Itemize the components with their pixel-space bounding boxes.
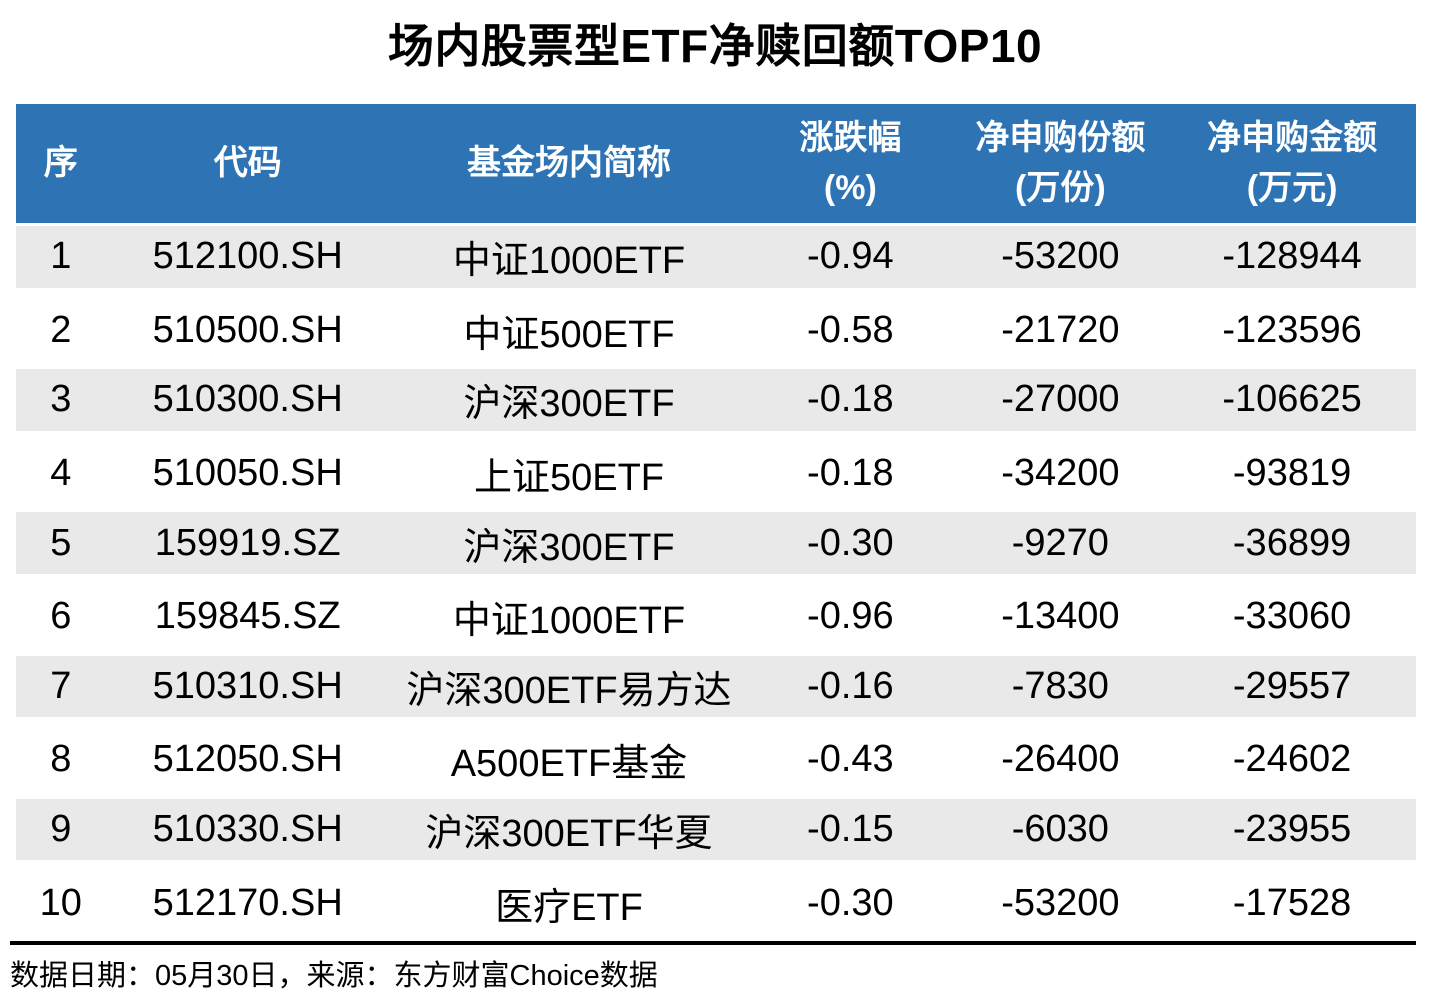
cell-fund-name: 沪深300ETF易方达 bbox=[389, 652, 749, 725]
cell-code: 510300.SH bbox=[105, 366, 390, 438]
cell-net-amount: -23955 bbox=[1168, 795, 1416, 868]
table-row: 5 159919.SZ 沪深300ETF -0.30 -9270 -36899 bbox=[16, 509, 1416, 581]
cell-fund-name: 中证1000ETF bbox=[389, 580, 749, 653]
cell-net-amount: -93819 bbox=[1168, 437, 1416, 510]
cell-change-pct: -0.15 bbox=[748, 795, 953, 868]
cell-change-pct: -0.94 bbox=[748, 223, 953, 295]
table-row: 9 510330.SH 沪深300ETF华夏 -0.15 -6030 -2395… bbox=[16, 795, 1416, 868]
cell-fund-name: 医疗ETF bbox=[389, 867, 749, 939]
cell-code: 512170.SH bbox=[105, 867, 390, 939]
cell-index: 6 bbox=[16, 580, 106, 653]
cell-net-shares: -26400 bbox=[952, 724, 1169, 796]
cell-fund-name: A500ETF基金 bbox=[389, 724, 749, 796]
cell-net-amount: -33060 bbox=[1168, 580, 1416, 653]
col-header-unit: (万份) bbox=[1015, 168, 1106, 207]
cell-net-shares: -21720 bbox=[952, 294, 1169, 367]
cell-index: 1 bbox=[16, 223, 106, 295]
col-header-unit: (%) bbox=[823, 168, 877, 207]
cell-net-shares: -6030 bbox=[952, 795, 1169, 868]
cell-index: 4 bbox=[16, 437, 106, 510]
cell-code: 510310.SH bbox=[105, 652, 390, 725]
cell-fund-name: 中证500ETF bbox=[389, 294, 749, 367]
cell-change-pct: -0.18 bbox=[748, 366, 953, 438]
col-header-label: 净申购份额 bbox=[975, 119, 1146, 158]
cell-change-pct: -0.43 bbox=[748, 724, 953, 796]
col-header-change-pct: 涨跌幅 (%) bbox=[748, 104, 953, 223]
page-title: 场内股票型ETF净赎回额TOP10 bbox=[387, 20, 1043, 72]
cell-code: 510330.SH bbox=[105, 795, 390, 868]
source-note: 数据日期：05月30日，来源：东方财富Choice数据 bbox=[10, 941, 1416, 994]
cell-change-pct: -0.96 bbox=[748, 580, 953, 653]
col-header-net-shares: 净申购份额 (万份) bbox=[952, 104, 1169, 223]
cell-net-shares: -7830 bbox=[952, 652, 1169, 725]
cell-index: 7 bbox=[16, 652, 106, 725]
table-row: 6 159845.SZ 中证1000ETF -0.96 -13400 -3306… bbox=[16, 580, 1416, 653]
cell-fund-name: 沪深300ETF bbox=[389, 509, 749, 581]
table-row: 4 510050.SH 上证50ETF -0.18 -34200 -93819 bbox=[16, 437, 1416, 510]
table-row: 10 512170.SH 医疗ETF -0.30 -53200 -17528 bbox=[16, 867, 1416, 939]
cell-fund-name: 沪深300ETF bbox=[389, 366, 749, 438]
cell-net-shares: -53200 bbox=[952, 867, 1169, 939]
cell-net-amount: -128944 bbox=[1168, 223, 1416, 295]
cell-index: 5 bbox=[16, 509, 106, 581]
cell-fund-name: 上证50ETF bbox=[389, 437, 749, 510]
col-header-label: 代码 bbox=[213, 143, 282, 182]
cell-fund-name: 沪深300ETF华夏 bbox=[389, 795, 749, 868]
col-header-label: 净申购金额 bbox=[1207, 119, 1378, 158]
etf-table-container: 序 代码 基金场内简称 涨跌幅 (%) 净申购份额 (万份) bbox=[16, 104, 1416, 939]
cell-change-pct: -0.18 bbox=[748, 437, 953, 510]
cell-fund-name: 中证1000ETF bbox=[389, 223, 749, 295]
cell-index: 2 bbox=[16, 294, 106, 367]
cell-net-shares: -53200 bbox=[952, 223, 1169, 295]
cell-net-amount: -24602 bbox=[1168, 724, 1416, 796]
cell-net-amount: -123596 bbox=[1168, 294, 1416, 367]
col-header-label: 基金场内简称 bbox=[466, 143, 671, 182]
table-row: 3 510300.SH 沪深300ETF -0.18 -27000 -10662… bbox=[16, 366, 1416, 438]
table-row: 2 510500.SH 中证500ETF -0.58 -21720 -12359… bbox=[16, 294, 1416, 367]
cell-code: 512100.SH bbox=[105, 223, 390, 295]
table-row: 7 510310.SH 沪深300ETF易方达 -0.16 -7830 -295… bbox=[16, 652, 1416, 725]
cell-change-pct: -0.58 bbox=[748, 294, 953, 367]
cell-code: 512050.SH bbox=[105, 724, 390, 796]
etf-table: 序 代码 基金场内简称 涨跌幅 (%) 净申购份额 (万份) bbox=[16, 104, 1416, 939]
cell-net-shares: -34200 bbox=[952, 437, 1169, 510]
table-row: 8 512050.SH A500ETF基金 -0.43 -26400 -2460… bbox=[16, 724, 1416, 796]
table-header-row: 序 代码 基金场内简称 涨跌幅 (%) 净申购份额 (万份) bbox=[16, 104, 1416, 223]
cell-net-shares: -13400 bbox=[952, 580, 1169, 653]
cell-code: 510500.SH bbox=[105, 294, 390, 367]
cell-net-shares: -9270 bbox=[952, 509, 1169, 581]
cell-change-pct: -0.30 bbox=[748, 867, 953, 939]
col-header-net-amount: 净申购金额 (万元) bbox=[1168, 104, 1416, 223]
cell-index: 3 bbox=[16, 366, 106, 438]
col-header-index: 序 bbox=[16, 104, 106, 223]
cell-index: 10 bbox=[16, 867, 106, 939]
cell-code: 159919.SZ bbox=[105, 509, 390, 581]
table-row: 1 512100.SH 中证1000ETF -0.94 -53200 -1289… bbox=[16, 223, 1416, 295]
col-header-fund-name: 基金场内简称 bbox=[389, 104, 749, 223]
cell-index: 8 bbox=[16, 724, 106, 796]
cell-code: 159845.SZ bbox=[105, 580, 390, 653]
cell-change-pct: -0.30 bbox=[748, 509, 953, 581]
col-header-code: 代码 bbox=[105, 104, 390, 223]
col-header-label: 涨跌幅 bbox=[799, 119, 902, 158]
cell-change-pct: -0.16 bbox=[748, 652, 953, 725]
cell-net-amount: -106625 bbox=[1168, 366, 1416, 438]
cell-index: 9 bbox=[16, 795, 106, 868]
cell-code: 510050.SH bbox=[105, 437, 390, 510]
cell-net-amount: -17528 bbox=[1168, 867, 1416, 939]
cell-net-shares: -27000 bbox=[952, 366, 1169, 438]
cell-net-amount: -36899 bbox=[1168, 509, 1416, 581]
col-header-unit: (万元) bbox=[1246, 168, 1338, 207]
col-header-label: 序 bbox=[43, 143, 78, 182]
cell-net-amount: -29557 bbox=[1168, 652, 1416, 725]
